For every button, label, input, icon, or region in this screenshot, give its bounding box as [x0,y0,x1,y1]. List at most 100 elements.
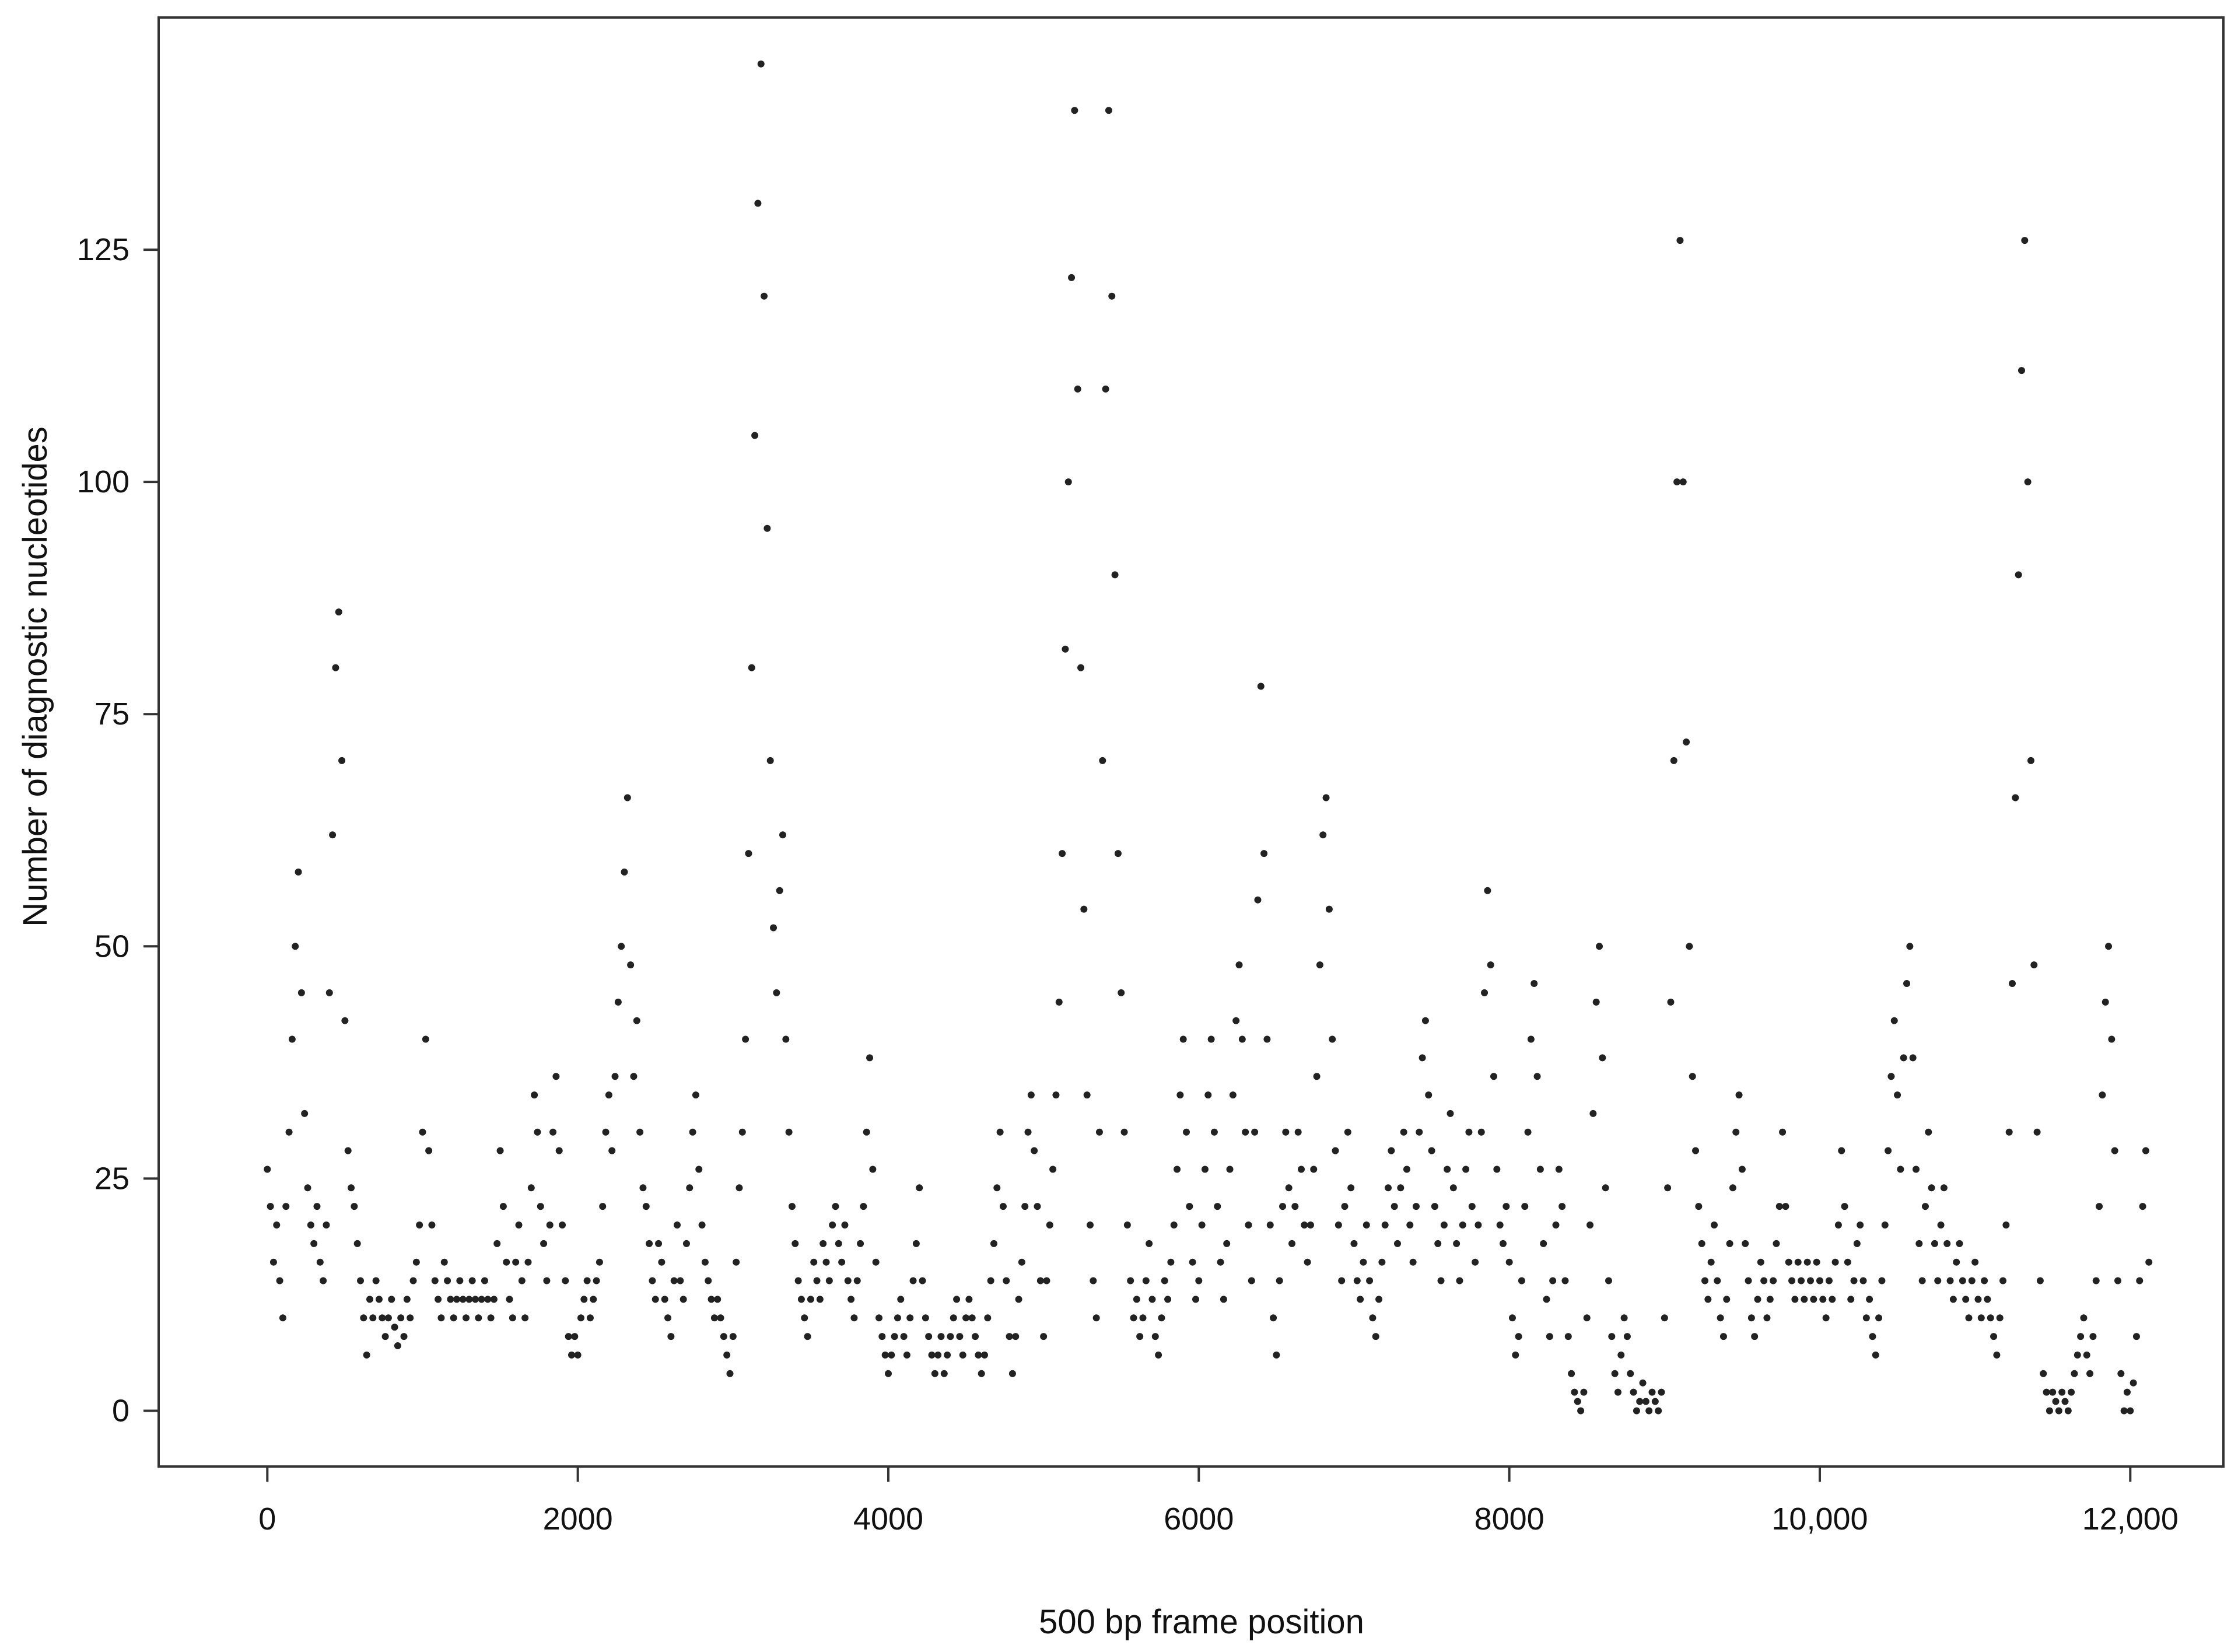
data-point [1745,1277,1752,1284]
data-point [1059,850,1066,858]
data-point [1751,1333,1759,1340]
data-point [1223,1240,1231,1247]
data-point [1505,1258,1513,1266]
data-point [1217,1258,1224,1266]
data-point [1496,1222,1504,1228]
data-point [1956,1240,1963,1247]
data-point [384,1314,392,1322]
data-point [1304,1258,1311,1266]
data-point [1341,1203,1349,1210]
data-point [733,1258,740,1266]
data-point [832,1203,839,1210]
data-point [1726,1240,1733,1247]
data-point [1074,385,1081,393]
data-point [1254,896,1262,904]
data-point [761,292,768,300]
data-point [1127,1277,1134,1284]
data-point [723,1351,731,1359]
data-point [1996,1314,2004,1322]
data-point [754,200,762,207]
data-point [1829,1296,1836,1303]
data-point [2123,1388,2131,1396]
data-point [2052,1398,2060,1405]
data-point [655,1240,663,1247]
data-point [1971,1258,1979,1266]
data-point [860,1203,867,1210]
data-point [891,1333,898,1340]
data-point [1105,107,1112,114]
data-point [388,1296,395,1303]
data-point [1931,1240,1938,1247]
data-point [953,1296,961,1303]
data-point [670,1277,678,1284]
data-point [869,1166,877,1173]
data-point [1875,1314,1883,1322]
data-point [295,868,302,876]
data-point [267,1203,274,1210]
data-point [866,1054,874,1062]
data-point [1885,1147,1892,1154]
data-point [320,1277,327,1284]
data-point [1453,1240,1461,1247]
data-point [950,1314,957,1322]
data-point [1412,1203,1420,1210]
data-point [1322,794,1330,802]
data-point [276,1277,283,1284]
data-point [325,989,333,996]
data-point [1248,1277,1255,1284]
data-point [1257,682,1265,690]
data-point [1077,664,1085,671]
data-point [1803,1258,1811,1266]
data-point [788,1203,796,1210]
data-point [1416,1128,1423,1136]
data-point [1658,1388,1665,1396]
y-tick-label: 100 [77,464,129,499]
data-point [757,60,765,68]
data-point [586,1314,594,1322]
data-point [1142,1277,1150,1284]
data-point [1083,1091,1091,1099]
data-point [1338,1277,1346,1284]
data-point [571,1333,579,1340]
data-point [1477,1128,1485,1136]
data-point [1527,1035,1535,1043]
data-point [1403,1166,1410,1173]
data-point [1301,1222,1308,1228]
data-point [1400,1128,1407,1136]
data-point [729,1333,737,1340]
data-point [1148,1296,1156,1303]
data-point [1024,1128,1032,1136]
data-point [937,1333,945,1340]
data-point [484,1296,492,1303]
data-point [881,1351,889,1359]
data-point [1502,1203,1510,1210]
data-point [1648,1388,1656,1396]
data-point [1723,1296,1731,1303]
data-point [984,1314,992,1322]
data-point [1008,1370,1016,1377]
data-point [1981,1277,1988,1284]
data-point [459,1296,467,1303]
data-point [264,1166,271,1173]
data-point [543,1277,551,1284]
data-point [1807,1277,1814,1284]
data-point [1350,1240,1358,1247]
data-point [292,943,299,950]
data-point [351,1203,358,1210]
data-point [1139,1314,1147,1322]
data-point [972,1333,979,1340]
data-point [816,1296,824,1303]
data-point [1319,831,1327,839]
data-point [1027,1091,1035,1099]
data-point [379,1314,386,1322]
data-point [596,1258,603,1266]
data-point [1133,1296,1140,1303]
data-point [692,1091,699,1099]
data-point [1465,1128,1473,1136]
data-point [1676,237,1684,244]
data-point [1574,1398,1581,1405]
data-point [1329,1035,1336,1043]
data-point [1816,1277,1823,1284]
data-point [2009,980,2016,987]
y-tick-label: 75 [94,696,129,732]
